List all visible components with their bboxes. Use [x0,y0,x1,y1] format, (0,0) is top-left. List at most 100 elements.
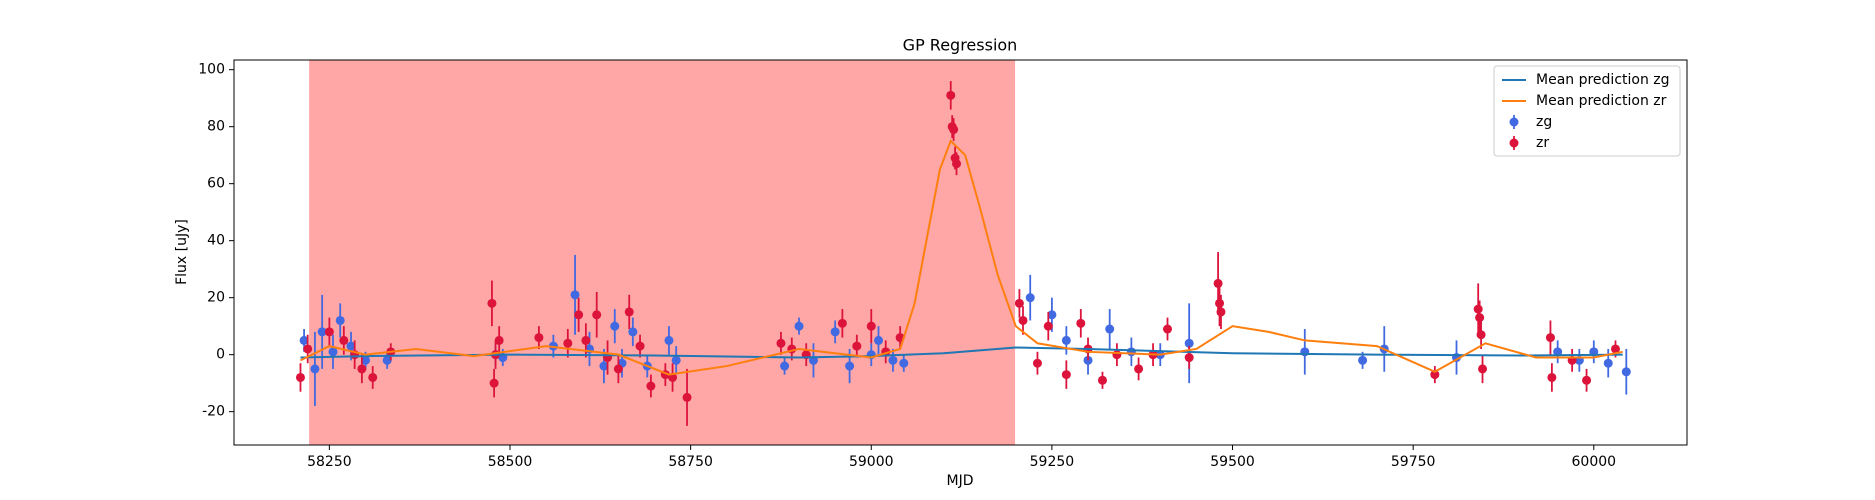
point [1184,353,1194,363]
x-tick-label: 59500 [1210,454,1255,470]
point [299,335,309,345]
point [873,335,883,345]
point [1126,347,1136,357]
y-tick-label: 80 [207,119,225,135]
point [563,338,573,348]
point [570,290,580,300]
point [837,318,847,328]
point [899,358,909,368]
point [1478,364,1488,374]
legend-label: Mean prediction zr [1536,93,1667,109]
point [1061,370,1071,380]
point [780,361,790,371]
point [382,355,392,365]
y-tick-label: -20 [202,404,225,420]
point [1476,330,1486,340]
point [335,315,345,325]
point [1184,338,1194,348]
point [1105,324,1115,334]
point [776,338,786,348]
x-tick-label: 59250 [1030,454,1075,470]
point [1014,298,1024,308]
point [1061,335,1071,345]
point [360,355,370,365]
point [346,341,356,351]
point [1163,324,1173,334]
mean-line [300,346,1623,359]
point [628,327,638,337]
point [952,159,962,169]
point [1610,344,1620,354]
point [368,372,378,382]
point [599,361,609,371]
x-tick-label: 59750 [1391,454,1436,470]
x-tick-label: 58750 [668,454,713,470]
point [1603,358,1613,368]
point [310,364,320,374]
point [794,321,804,331]
point [1025,293,1035,303]
point [1553,347,1563,357]
point [324,327,334,337]
point [1430,370,1440,380]
legend-box [1493,65,1681,157]
point [635,341,645,351]
point [357,364,367,374]
point [534,333,544,343]
mean-line [300,139,1623,376]
axes-frame [233,59,1688,446]
point [852,341,862,351]
point [295,372,305,382]
point [317,327,327,337]
point [845,361,855,371]
point [487,298,497,308]
y-tick-label: 0 [216,347,225,363]
y-tick-label: 60 [207,176,225,192]
x-tick-label: 59000 [849,454,894,470]
y-tick-label: 20 [207,290,225,306]
point [1043,321,1053,331]
x-tick-label: 60000 [1572,454,1617,470]
y-tick-label: 40 [207,233,225,249]
point [1582,375,1592,385]
x-tick-label: 58500 [488,454,533,470]
point [574,310,584,320]
point [671,355,681,365]
point [1076,318,1086,328]
shaded-region [309,60,1016,445]
point [682,392,692,402]
x-tick-label: 58250 [307,454,352,470]
point [581,335,591,345]
chart-title: GP Regression [903,36,1018,55]
point [489,378,499,388]
point [613,364,623,374]
point [1216,307,1226,317]
point [303,344,313,354]
point [1621,367,1631,377]
plot-area [295,60,1631,445]
x-axis-label: MJD [947,473,974,489]
y-axis-label: Flux [uJy] [174,219,190,285]
point [1358,355,1368,365]
point [1134,364,1144,374]
point [1215,298,1225,308]
point [949,125,959,135]
legend-label: zg [1536,114,1552,130]
point [1032,358,1042,368]
legend-label: Mean prediction zg [1536,72,1670,88]
y-tick-label: 100 [198,62,225,78]
point [866,321,876,331]
point [1213,278,1223,288]
point [1547,372,1557,382]
point [610,321,620,331]
point [1473,304,1483,314]
point [830,327,840,337]
point [592,310,602,320]
point [339,335,349,345]
point [328,347,338,357]
point [1018,315,1028,325]
point [664,335,674,345]
point [946,90,956,100]
point [1112,350,1122,360]
